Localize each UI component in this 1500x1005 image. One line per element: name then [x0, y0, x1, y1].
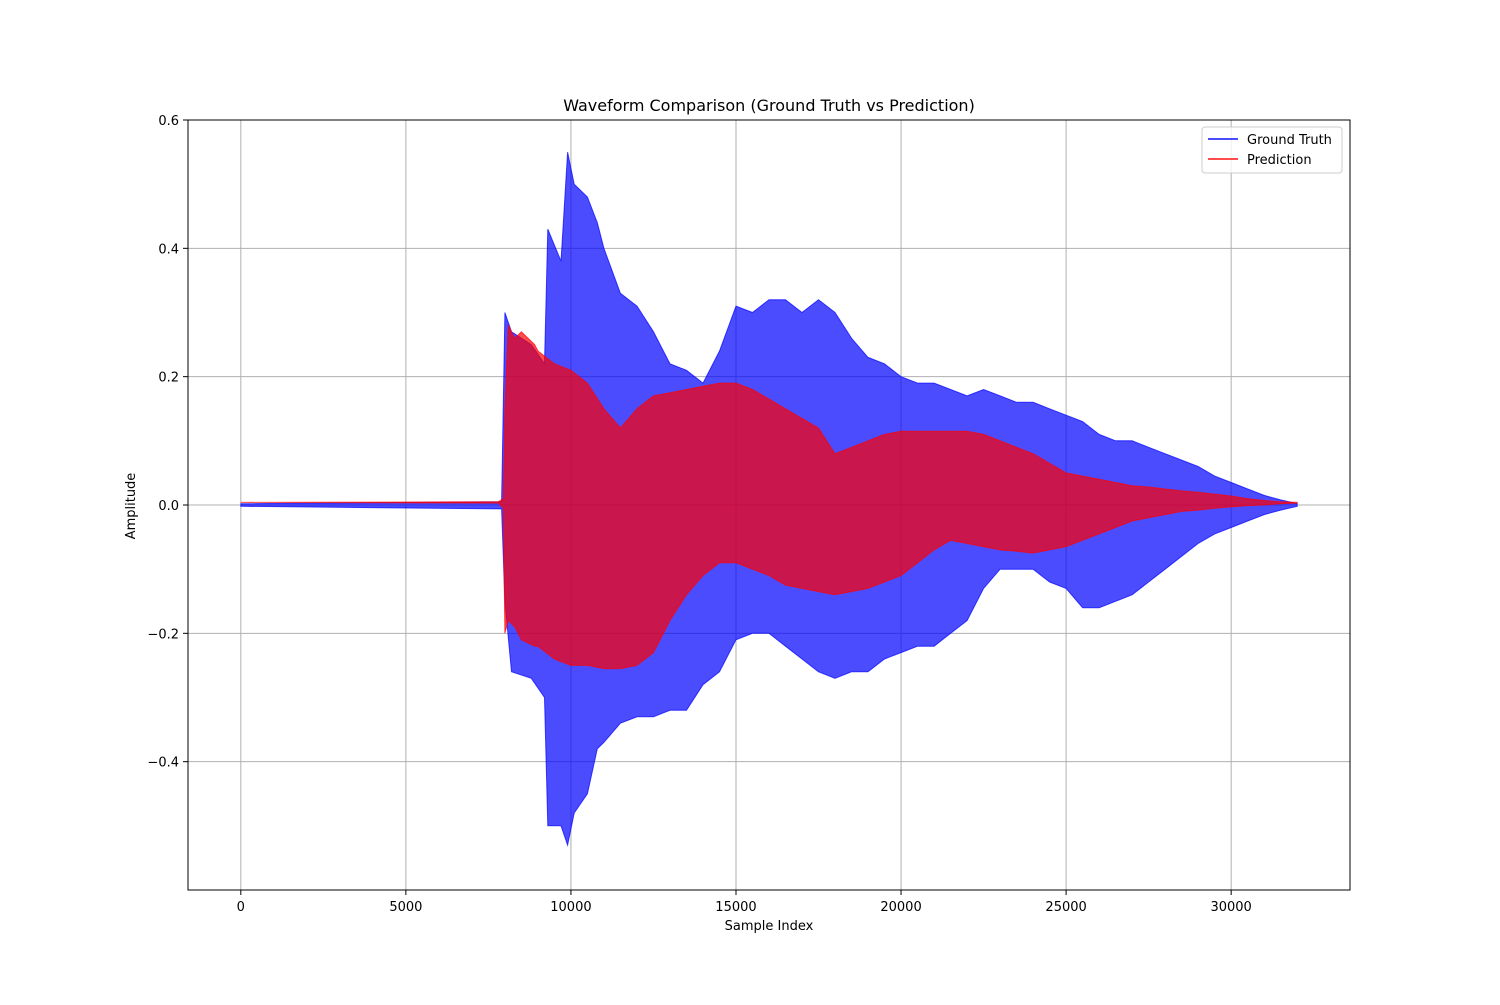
x-tick-label: 5000: [389, 900, 422, 915]
x-tick-label: 30000: [1210, 900, 1251, 915]
legend-label-prediction: Prediction: [1247, 153, 1312, 168]
y-tick-label: −0.2: [147, 627, 179, 642]
y-tick-label: −0.4: [147, 756, 179, 771]
y-tick-label: 0.6: [158, 114, 179, 129]
y-tick-label: 0.4: [158, 242, 179, 257]
legend-label-ground-truth: Ground Truth: [1247, 133, 1332, 148]
x-tick-label: 10000: [550, 900, 591, 915]
y-tick-label: 0.0: [158, 499, 179, 514]
y-axis-label: Amplitude: [124, 473, 139, 540]
x-tick-label: 15000: [715, 900, 756, 915]
axes: 0 5000 10000 15000 20000 25000 30000 0.6 0.4 0.2 0…: [147, 114, 1351, 915]
chart-title: Waveform Comparison (Ground Truth vs Pre…: [563, 96, 975, 115]
series-prediction-waveform: [240, 323, 1298, 670]
x-tick-label: 25000: [1045, 900, 1086, 915]
x-axis-label: Sample Index: [725, 919, 814, 934]
series-area: [240, 151, 1298, 847]
x-tick-label: 20000: [880, 900, 921, 915]
x-tick-label: 0: [237, 900, 245, 915]
legend: Ground Truth Prediction: [1201, 126, 1343, 174]
y-tick-label: 0.2: [158, 371, 179, 386]
